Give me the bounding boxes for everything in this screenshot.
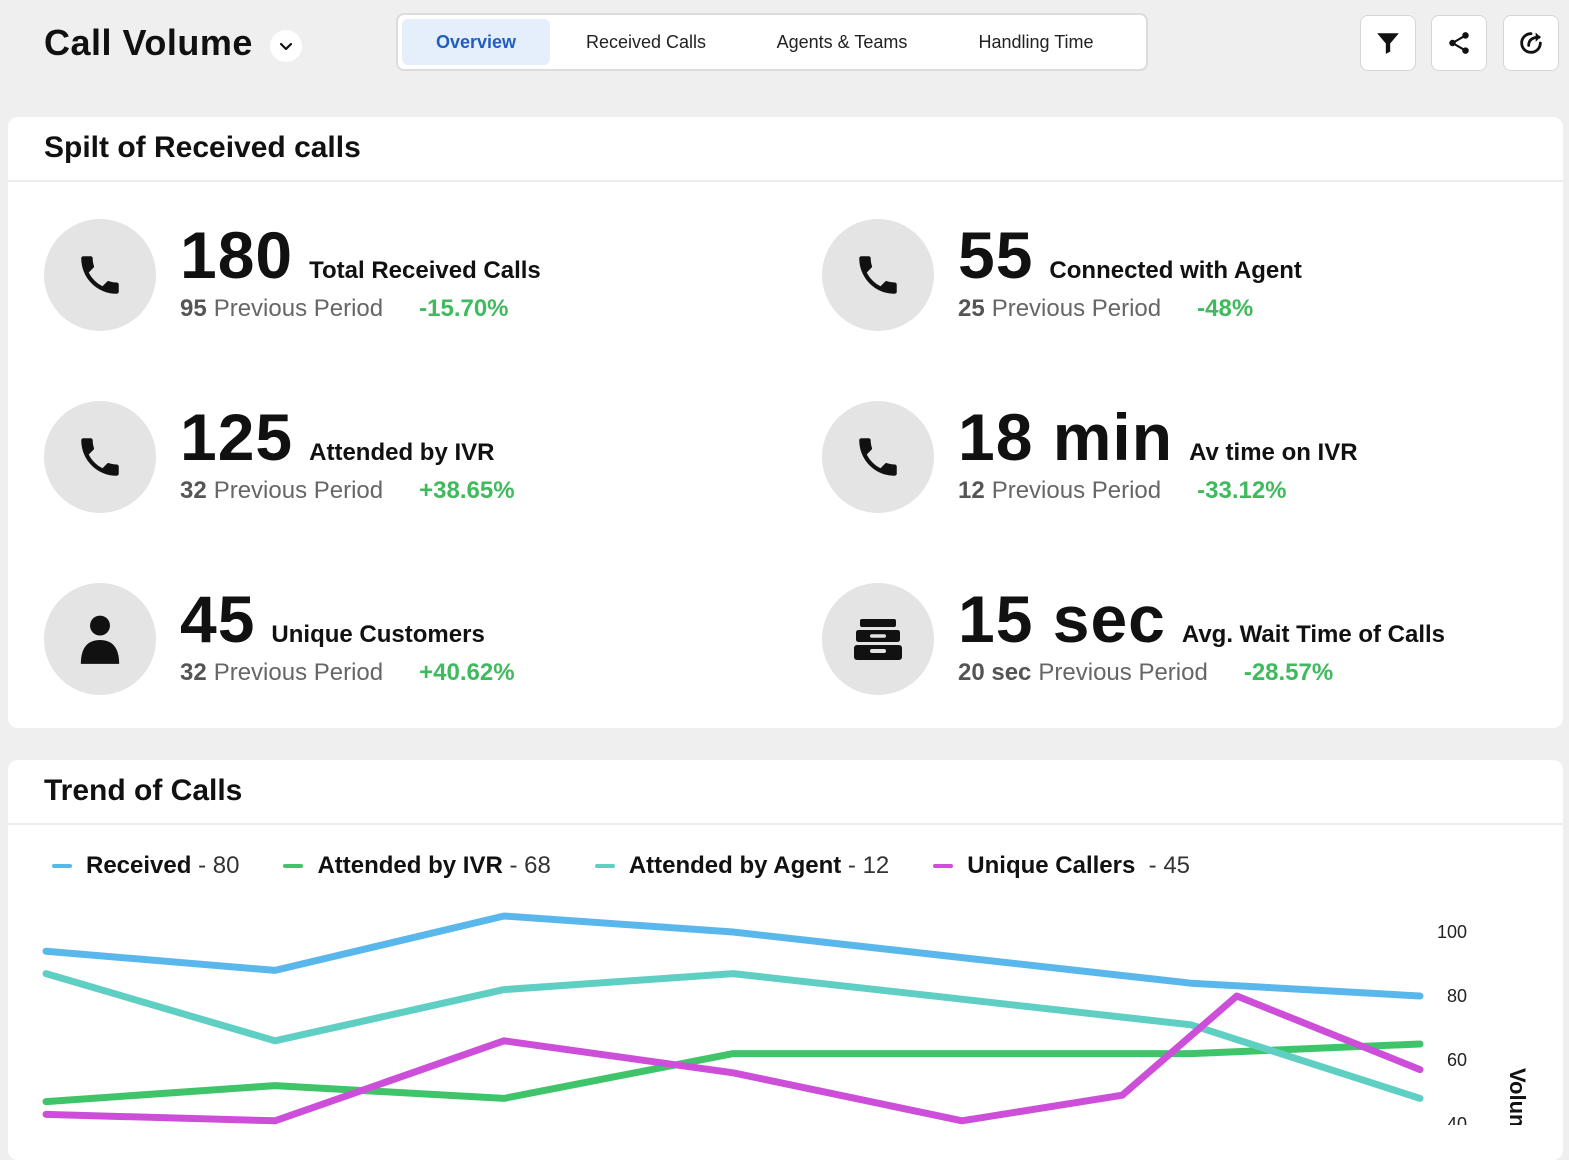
phone-icon [81, 256, 119, 294]
legend-item-received[interactable]: Received - 80 [52, 852, 239, 880]
trend-card-title: Trend of Calls [44, 774, 243, 807]
legend-swatch [933, 864, 954, 868]
stat-previous-value: 12 [958, 477, 985, 504]
page-title: Call Volume [44, 22, 253, 63]
chart-legend: Received - 80 Attended by IVR - 68 Atten… [52, 852, 1234, 880]
stat-change: -28.57% [1243, 659, 1334, 686]
legend-value: - 12 [847, 852, 890, 879]
stat-icon-circle [44, 219, 156, 331]
legend-item-attended-ivr[interactable]: Attended by IVR - 68 [283, 852, 551, 880]
share-icon [1449, 32, 1469, 54]
stat-label: Total Received Calls [309, 257, 541, 284]
stat-label: Av time on IVR [1189, 439, 1358, 466]
stat-previous-label: Previous Period [991, 295, 1162, 322]
legend-swatch [52, 864, 72, 868]
stat-value: 15 sec [958, 582, 1166, 656]
stat-label: Connected with Agent [1049, 257, 1302, 284]
stat-avg-time-ivr: 18 min Av time on IVR 12 Previous Period… [822, 401, 1522, 521]
stat-connected-agent: 55 Connected with Agent 25 Previous Peri… [822, 219, 1522, 339]
export-button[interactable] [1503, 15, 1559, 71]
legend-name: Attended by Agent [628, 852, 842, 879]
stat-previous-label: Previous Period [1038, 659, 1208, 686]
stat-change: -33.12% [1197, 477, 1287, 504]
stat-icon-circle [44, 401, 156, 513]
stat-value: 18 min [958, 400, 1174, 474]
divider [8, 823, 1563, 825]
legend-name: Attended by IVR [317, 852, 503, 879]
stat-total-received: 180 Total Received Calls 95 Previous Per… [44, 219, 744, 339]
stat-unique-customers: 45 Unique Customers 32 Previous Period +… [44, 583, 744, 703]
tab-received-calls[interactable]: Received Calls [585, 31, 707, 52]
stat-value: 55 [958, 218, 1034, 292]
filter-icon [1377, 33, 1399, 54]
stat-previous-label: Previous Period [213, 295, 384, 322]
stat-label: Unique Customers [271, 621, 485, 648]
legend-swatch [283, 864, 304, 868]
stat-previous-value: 32 [180, 477, 207, 504]
user-icon [80, 615, 120, 664]
stat-value: 45 [180, 582, 256, 656]
export-icon [1520, 32, 1542, 54]
stat-change: -15.70% [419, 295, 509, 322]
stat-avg-wait-time: 15 sec Avg. Wait Time of Calls 20 sec Pr… [822, 583, 1522, 703]
phone-icon [859, 256, 897, 294]
split-card: Spilt of Received calls 180 Total Receiv… [8, 117, 1563, 728]
stat-change: +38.65% [419, 477, 515, 504]
legend-item-unique-callers[interactable]: Unique Callers - 45 [933, 852, 1190, 880]
title-dropdown-button[interactable] [270, 30, 302, 62]
split-card-title: Spilt of Received calls [44, 131, 361, 164]
tab-agents-teams[interactable]: Agents & Teams [776, 31, 908, 52]
stat-change: -48% [1197, 295, 1254, 322]
tab-overview[interactable]: Overview [402, 19, 550, 65]
share-button[interactable] [1431, 15, 1487, 71]
stat-value: 180 [180, 218, 294, 292]
legend-value: - 80 [198, 852, 240, 879]
stat-icon-circle [822, 583, 934, 695]
stat-previous-value: 95 [180, 295, 207, 322]
tab-handling-time[interactable]: Handling Time [978, 31, 1094, 52]
legend-item-attended-agent[interactable]: Attended by Agent - 12 [594, 852, 890, 880]
stat-previous-value: 20 sec [958, 659, 1032, 686]
legend-name: Received [86, 852, 192, 879]
stat-icon-circle [822, 401, 934, 513]
stat-previous-value: 32 [180, 659, 207, 686]
legend-name: Unique Callers [967, 852, 1136, 879]
stat-icon-circle [44, 583, 156, 695]
stat-value: 125 [180, 400, 294, 474]
phone-icon [859, 438, 897, 476]
stat-label: Attended by IVR [309, 439, 495, 466]
trend-card: Trend of Calls Received - 80 Attended by… [8, 760, 1563, 1160]
legend-value: - 45 [1142, 852, 1191, 879]
chevron-down-icon [279, 42, 293, 51]
legend-swatch [594, 864, 615, 868]
divider [8, 180, 1563, 182]
filter-button[interactable] [1360, 15, 1416, 71]
stat-icon-circle [822, 219, 934, 331]
stat-previous-label: Previous Period [213, 659, 384, 686]
header: Call Volume Overview Received Calls Agen… [0, 0, 1569, 100]
legend-value: - 68 [509, 852, 551, 879]
stat-previous-label: Previous Period [991, 477, 1162, 504]
stat-change: +40.62% [419, 659, 515, 686]
stat-attended-ivr: 125 Attended by IVR 32 Previous Period +… [44, 401, 744, 521]
phone-icon [81, 438, 119, 476]
stat-previous-label: Previous Period [213, 477, 384, 504]
view-tabs: Overview Received Calls Agents & Teams H… [396, 13, 1148, 71]
inbox-icon [854, 619, 902, 660]
stat-label: Avg. Wait Time of Calls [1181, 621, 1446, 648]
stat-previous-value: 25 [958, 295, 985, 322]
